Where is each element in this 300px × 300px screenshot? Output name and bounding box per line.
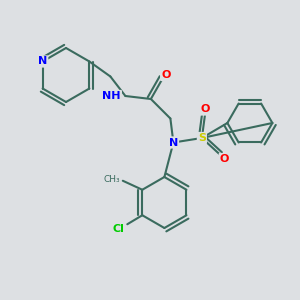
Text: N: N — [38, 56, 47, 67]
Text: O: O — [220, 154, 229, 164]
Text: CH₃: CH₃ — [103, 175, 120, 184]
Text: S: S — [198, 133, 206, 143]
Text: NH: NH — [102, 91, 121, 101]
Text: N: N — [169, 137, 178, 148]
Text: Cl: Cl — [112, 224, 124, 234]
Text: O: O — [161, 70, 171, 80]
Text: O: O — [200, 104, 210, 115]
